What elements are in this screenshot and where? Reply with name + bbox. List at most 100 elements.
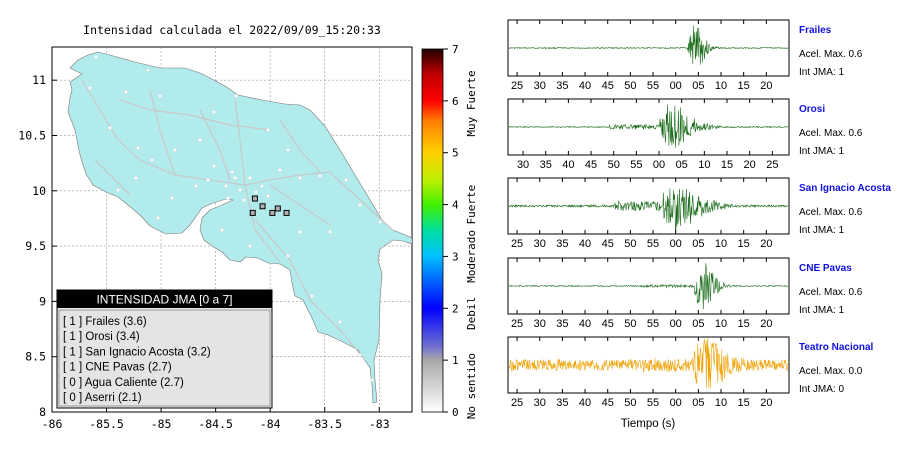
colorbar-gradient (421, 48, 444, 413)
waveform-tick-label: 00 (670, 80, 682, 92)
waveform-tick-label: 30 (534, 318, 546, 330)
x-tick-label: -84.5 (198, 417, 233, 431)
city-marker (266, 128, 270, 132)
city-marker (242, 198, 246, 202)
station-marker (259, 203, 266, 210)
waveform-tick-label: 30 (517, 159, 529, 171)
waveform-tick-label: 45 (602, 318, 614, 330)
city-marker (170, 196, 174, 200)
waveform-tick-label: 50 (608, 159, 620, 171)
city-marker (226, 196, 230, 200)
colorbar-tick-label: 1 (452, 354, 459, 367)
y-tick-label: 10 (32, 184, 46, 198)
waveform-tick-label: 40 (562, 159, 574, 171)
station-marker (269, 209, 276, 216)
y-tick-label: 8 (39, 405, 46, 419)
waveform-panels: 25 30 35 40 45 50 55 00 05 10 15 20 Frailes Acel. Max… (507, 19, 891, 409)
city-marker (116, 188, 120, 192)
city-marker (88, 86, 92, 90)
city-marker (338, 320, 342, 324)
waveform-tick-label: 35 (556, 238, 568, 250)
legend-item: [ 0 ] Agua Caliente (2.7) (63, 377, 184, 389)
city-marker (124, 90, 128, 94)
city-marker (158, 94, 162, 98)
waveform-tick-label: 30 (534, 80, 546, 92)
int-jma: Int JMA: 0 (799, 384, 844, 395)
city-marker (238, 188, 242, 192)
x-tick-label: -83 (369, 417, 390, 431)
colorbar-category: Muy Fuerte (465, 70, 478, 136)
waveform-tick-label: 35 (556, 80, 568, 92)
city-marker (108, 126, 112, 130)
x-tick-label: -86 (42, 417, 63, 431)
city-marker (298, 176, 302, 180)
road-network (81, 79, 396, 361)
waveform-trace (508, 104, 789, 148)
waveform-trace (508, 263, 789, 310)
waveform-tick-label: 40 (579, 80, 591, 92)
waveform-tick-label: 20 (744, 159, 756, 171)
waveform-tick-label: 45 (602, 397, 614, 409)
waveform-tick-label: 00 (670, 238, 682, 250)
waveform-tick-label: 25 (511, 318, 523, 330)
legend-header (57, 290, 272, 308)
city-marker (173, 148, 177, 152)
waveform-tick-label: 05 (692, 238, 704, 250)
waveform-tick-label: 30 (534, 238, 546, 250)
legend-item: [ 1 ] Orosi (3.4) (63, 331, 140, 343)
city-marker (206, 178, 210, 182)
city-marker (233, 176, 237, 180)
waveform-tick-label: 20 (760, 238, 772, 250)
city-marker (248, 176, 252, 180)
station-name: San Ignacio Acosta (799, 183, 891, 194)
colorbar-tick-label: 3 (452, 250, 459, 263)
waveform-tick-label: 15 (738, 238, 750, 250)
legend-items: [ 1 ] Frailes (3.6) [ 1 ] Orosi (3.4) [ 1 … (63, 316, 211, 404)
acel-max: Acel. Max. 0.6 (799, 49, 863, 60)
map-panel: -86 -85.5 -85 -84.5 -84 -83.5 -83 11 10.5 10 9.5 9… (18, 46, 413, 431)
acel-max: Acel. Max. 0.6 (799, 287, 863, 298)
y-tick-label: 9 (39, 294, 46, 308)
colorbar-tick-label: 5 (452, 147, 459, 160)
station-name: Orosi (799, 104, 825, 115)
waveform-tick-label: 10 (715, 318, 727, 330)
colorbar-ticks: 0 1 2 3 4 5 6 7 (443, 43, 459, 419)
waveform-trace (508, 188, 789, 232)
waveform-xlabel: Tiempo (s) (621, 418, 676, 430)
waveform-tick-label: 55 (630, 159, 642, 171)
city-marker (260, 184, 264, 188)
x-tick-label: -84 (260, 417, 281, 431)
waveform-tick-label: 15 (721, 159, 733, 171)
station-marker (283, 209, 290, 216)
waveform-tick-label: 50 (624, 318, 636, 330)
waveform-tick-label: 30 (534, 397, 546, 409)
city-marker (146, 68, 150, 72)
waveform-tick-label: 00 (670, 397, 682, 409)
city-marker (156, 216, 160, 220)
waveform-tick-label: 00 (670, 318, 682, 330)
waveform-tick-label: 40 (579, 238, 591, 250)
waveform-tick-label: 10 (698, 159, 710, 171)
colorbar-categories: No sentido Debil Moderado Fuerte Muy Fuerte (465, 70, 478, 419)
waveform-tick-label: 05 (692, 318, 704, 330)
intensity-legend: INTENSIDAD JMA [0 a 7] [ 1 ] Frailes (3.… (56, 289, 273, 409)
x-tick-label: -83.5 (307, 417, 342, 431)
city-marker (248, 244, 252, 248)
waveform-tick-label: 40 (579, 318, 591, 330)
city-marker (134, 176, 138, 180)
legend-title: INTENSIDAD JMA [0 a 7] (96, 293, 232, 307)
city-marker (286, 254, 290, 258)
station-marker (249, 209, 256, 216)
waveform-tick-label: 45 (602, 80, 614, 92)
legend-inner (58, 309, 271, 407)
x-tick-label: -85.5 (89, 417, 124, 431)
colorbar: 0 1 2 3 4 5 6 7 No sentido Debil Moderado Fuerte Mu… (421, 43, 478, 419)
station-name: Teatro Nacional (799, 342, 873, 353)
legend-item: [ 1 ] CNE Pavas (2.7) (63, 362, 172, 374)
waveform-trace (509, 25, 789, 65)
waveform-panel: 30 35 40 45 50 55 00 05 10 15 20 25 Orosi Acel. Max. … (507, 98, 863, 171)
city-marker (224, 184, 228, 188)
waveform-trace (508, 337, 789, 389)
colorbar-tick-label: 4 (452, 199, 459, 212)
station-name: Frailes (799, 25, 832, 36)
